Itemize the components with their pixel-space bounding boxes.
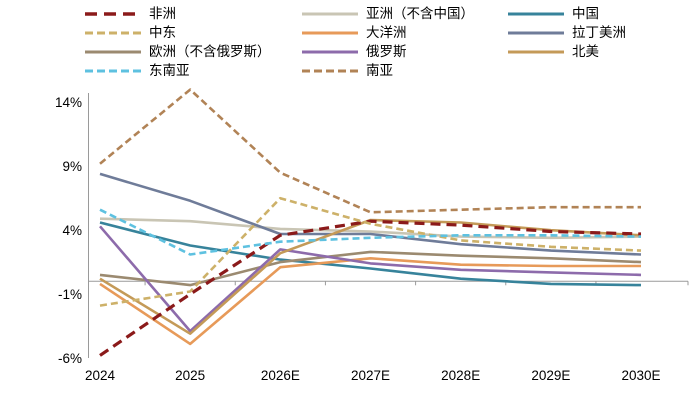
legend-swatch-line [508, 31, 564, 35]
legend-label: 东南亚 [149, 63, 190, 78]
x-tick-label: 2025 [175, 368, 205, 383]
legend-swatch-line [302, 69, 358, 73]
y-tick-label: 14% [55, 95, 82, 110]
x-tick-label: 2026E [261, 368, 300, 383]
series-line-中东 [99, 196, 642, 307]
series-line-亚洲（不含中国） [99, 217, 642, 240]
legend-label: 俄罗斯 [366, 44, 407, 59]
legend-item-拉丁美洲: 拉丁美洲 [507, 25, 684, 41]
series-line-中国 [99, 221, 642, 287]
y-tick-label: 4% [62, 223, 82, 238]
y-tick-label: 9% [62, 159, 82, 174]
y-tick-label: -1% [58, 287, 82, 302]
legend-label: 中东 [149, 25, 176, 40]
legend-item-北美: 北美 [507, 44, 684, 60]
legend-swatch-line [508, 12, 564, 16]
legend-swatch-line [302, 12, 358, 16]
x-tick-label: 2027E [351, 368, 390, 383]
legend-item-南亚: 南亚 [301, 63, 507, 79]
legend-swatch-line [302, 31, 358, 35]
legend-swatch-line [302, 50, 358, 54]
series-line-俄罗斯 [99, 225, 642, 333]
legend-swatch-line [85, 50, 141, 54]
legend-label: 亚洲（不含中国） [366, 6, 474, 21]
legend-item-中国: 中国 [507, 6, 684, 22]
series-line-欧洲（不含俄罗斯） [99, 250, 642, 287]
legend-item-东南亚: 东南亚 [84, 63, 301, 79]
x-tick-label: 2030E [621, 368, 660, 383]
series-line-大洋洲 [99, 256, 641, 346]
series-line-非洲 [99, 219, 642, 357]
x-tick-label: 2024 [85, 368, 116, 383]
legend-item-亚洲（不含中国）: 亚洲（不含中国） [301, 6, 507, 22]
legend-item-欧洲（不含俄罗斯）: 欧洲（不含俄罗斯） [84, 44, 301, 60]
y-tick-label: -6% [58, 351, 82, 366]
legend-label: 欧洲（不含俄罗斯） [149, 44, 271, 59]
x-tick-label: 2029E [531, 368, 570, 383]
legend-label: 中国 [572, 6, 599, 21]
series-line-东南亚 [99, 208, 642, 256]
legend-swatch-line [508, 50, 564, 54]
series-line-拉丁美洲 [99, 172, 642, 256]
series-line-南亚 [99, 88, 641, 214]
legend-swatch-line [85, 69, 141, 73]
legend-item-非洲: 非洲 [84, 6, 301, 22]
legend-item-大洋洲: 大洋洲 [301, 25, 507, 41]
x-tick-label: 2028E [441, 368, 480, 383]
legend-label: 拉丁美洲 [572, 25, 626, 40]
legend-item-俄罗斯: 俄罗斯 [301, 44, 507, 60]
chart-legend: 非洲 亚洲（不含中国） 中国中东 大洋洲 拉丁美洲欧洲（不含俄罗斯） 俄罗斯 北美东南亚 南亚 [84, 6, 684, 79]
legend-swatch-line [85, 31, 141, 35]
legend-item-中东: 中东 [84, 25, 301, 41]
legend-label: 北美 [572, 44, 599, 59]
legend-label: 大洋洲 [366, 25, 407, 40]
legend-label: 非洲 [149, 6, 176, 21]
legend-label: 南亚 [366, 63, 393, 78]
legend-swatch-line [85, 12, 141, 16]
